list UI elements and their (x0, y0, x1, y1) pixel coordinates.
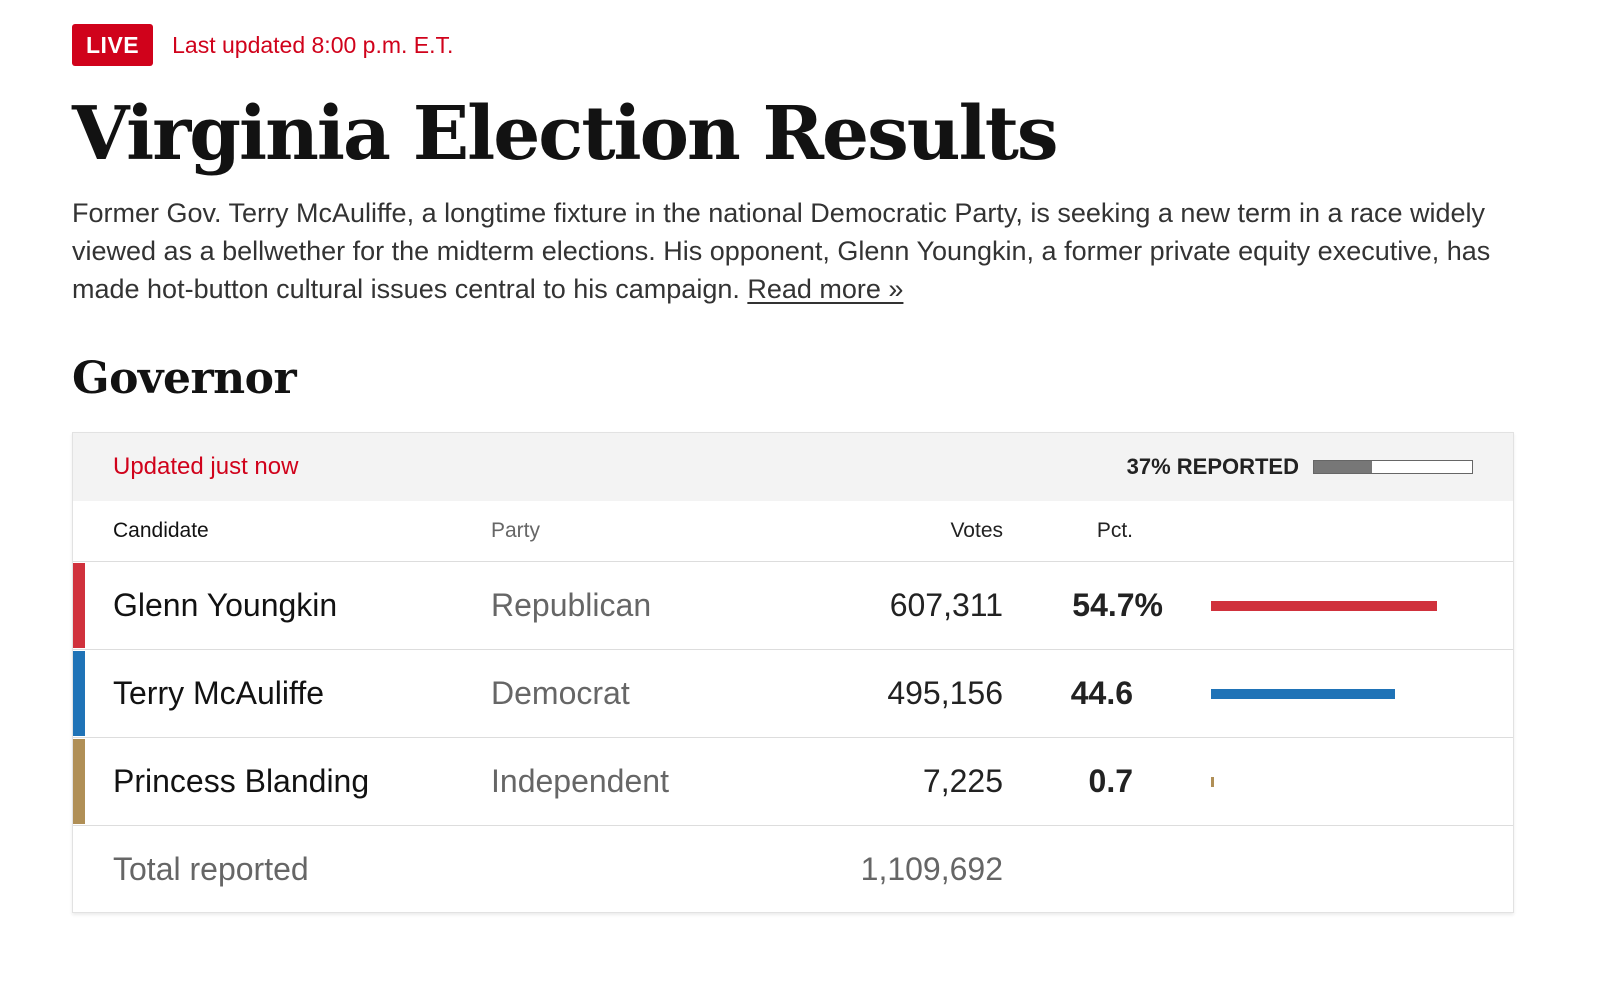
candidate-votes: 7,225 (852, 737, 1004, 826)
candidate-party: Republican (490, 561, 852, 650)
total-votes: 1,109,692 (860, 850, 1003, 887)
candidate-votes: 607,311 (852, 561, 1004, 650)
candidate-name: Terry McAuliffe (85, 649, 490, 738)
live-badge: LIVE (72, 24, 154, 66)
candidate-party: Democrat (490, 649, 852, 738)
page-container: LIVE Last updated 8:00 p.m. E.T. Virgini… (72, 24, 1514, 913)
race-updated-text: Updated just now (113, 453, 299, 480)
live-status-row: LIVE Last updated 8:00 p.m. E.T. (72, 24, 1512, 66)
party-color-swatch (73, 739, 85, 824)
swatch-header (73, 501, 85, 562)
party-color-swatch (73, 651, 85, 736)
reported-label: 37% REPORTED (1126, 454, 1299, 479)
results-card-header: Updated just now 37% REPORTED (73, 433, 1513, 501)
bar-header (1163, 501, 1513, 562)
total-label: Total reported (113, 850, 309, 887)
table-header-row: Candidate Party Votes Pct. (73, 501, 1513, 562)
reported-progress-bar (1313, 460, 1473, 474)
table-row: Terry McAuliffe Democrat 495,156 44.6 (73, 649, 1513, 738)
vote-share-bar (1211, 688, 1395, 699)
party-color-swatch (73, 563, 85, 648)
candidate-pct: 0.7 (1004, 737, 1163, 826)
race-title: Governor (72, 353, 297, 404)
candidate-party: Independent (490, 737, 852, 826)
table-row: Princess Blanding Independent 7,225 0.7 (73, 737, 1513, 826)
candidate-column-header: Candidate (85, 501, 490, 562)
results-table: Candidate Party Votes Pct. Glenn Youngki… (73, 501, 1513, 912)
table-row: Glenn Youngkin Republican 607,311 54.7% (73, 561, 1513, 650)
read-more-link[interactable]: Read more » (747, 274, 904, 304)
reported-indicator: 37% REPORTED (1127, 454, 1473, 480)
results-card: Updated just now 37% REPORTED Candidate … (72, 432, 1514, 913)
votes-column-header: Votes (852, 501, 1004, 562)
last-updated-text: Last updated 8:00 p.m. E.T. (172, 31, 454, 58)
page-title: Virginia Election Results (72, 91, 1059, 177)
candidate-pct: 44.6 (1004, 649, 1163, 738)
pct-column-header: Pct. (1004, 501, 1163, 562)
candidate-votes: 495,156 (852, 649, 1004, 738)
total-row: Total reported 1,109,692 (73, 826, 1513, 913)
candidate-name: Glenn Youngkin (85, 561, 490, 650)
vote-share-bar (1211, 776, 1214, 787)
intro-paragraph: Former Gov. Terry McAuliffe, a longtime … (72, 194, 1492, 308)
candidate-name: Princess Blanding (85, 737, 490, 826)
candidate-pct: 54.7% (1004, 561, 1163, 650)
vote-share-bar (1211, 600, 1437, 611)
intro-text: Former Gov. Terry McAuliffe, a longtime … (72, 198, 1491, 304)
party-column-header: Party (490, 501, 852, 562)
reported-progress-fill (1314, 461, 1373, 473)
